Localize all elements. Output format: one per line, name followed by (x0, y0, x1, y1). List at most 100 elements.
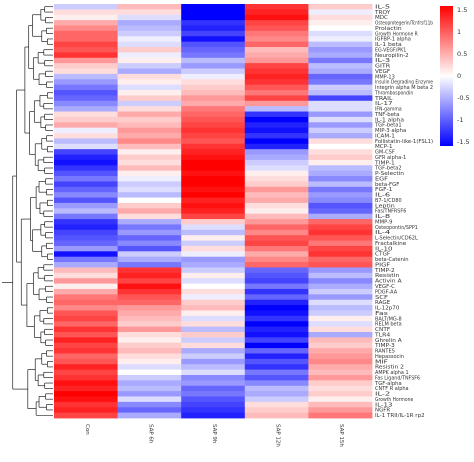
heatmap-cell (181, 36, 246, 43)
heatmap-cell (181, 90, 246, 96)
heatmap-cell (181, 337, 246, 344)
heatmap-cell (117, 138, 182, 145)
heatmap-cell (117, 202, 182, 209)
heatmap-cell (117, 213, 182, 220)
heatmap-cell (54, 106, 118, 112)
heatmap-cell (117, 100, 182, 107)
heatmap-cell (244, 348, 309, 354)
heatmap-cell (308, 30, 373, 37)
heatmap-cell (181, 283, 246, 290)
heatmap-cell (117, 36, 182, 43)
heatmap-cell (244, 202, 309, 209)
heatmap-cell (244, 353, 309, 360)
heatmap-cell (181, 407, 246, 414)
row-label: P-Selectin (375, 171, 404, 177)
heatmap-cell (117, 245, 182, 252)
heatmap-cell (181, 9, 246, 16)
heatmap-cell (181, 262, 246, 268)
heatmap-cell (308, 380, 373, 387)
heatmap-cell (117, 208, 182, 215)
heatmap-cell (308, 9, 373, 16)
row-label: TGF-beta2 (374, 166, 402, 172)
heatmap-cell (181, 412, 246, 419)
heatmap-cell (117, 149, 182, 155)
heatmap-cell (117, 170, 182, 177)
row-label: CNTF R alpha (375, 386, 409, 392)
heatmap-cell (54, 358, 118, 365)
row-labels: IL-5TROYMDCOsteoprotegerin/Tcnfrsf11bPro… (374, 4, 433, 419)
row-label: TLR4 (374, 332, 390, 338)
heatmap-cell (54, 342, 118, 349)
heatmap-cell (117, 90, 182, 96)
heatmap-cell (117, 229, 182, 236)
heatmap-cell (54, 122, 118, 129)
heatmap-cell (308, 143, 373, 150)
heatmap-cell (308, 192, 373, 198)
heatmap-cell (244, 294, 309, 301)
heatmap-cell (117, 154, 182, 161)
heatmap-cell (308, 245, 373, 252)
heatmap-cell (117, 197, 182, 204)
heatmap-cell (244, 224, 309, 231)
heatmap-cell (244, 186, 309, 193)
heatmap-cell (54, 79, 118, 86)
row-label: Thrombospondin (374, 90, 413, 96)
heatmap-cell (244, 288, 309, 295)
legend-tick-label: 1.5 (457, 6, 467, 14)
heatmap-cell (308, 240, 373, 247)
row-label: Hepassocin (375, 354, 404, 360)
heatmap-cell (54, 321, 118, 327)
heatmap-cell (244, 262, 309, 268)
heatmap-cell (308, 321, 373, 327)
heatmap-cell (181, 310, 246, 317)
heatmap-cell (308, 278, 373, 284)
heatmap-cell (244, 374, 309, 381)
row-label: MMP-13 (375, 74, 395, 80)
heatmap-cell (244, 283, 309, 290)
heatmap-cell (181, 224, 246, 231)
heatmap-cell (117, 288, 182, 295)
heatmap-cell (244, 229, 309, 236)
heatmap-cell (181, 159, 246, 166)
heatmap-cell (181, 288, 246, 295)
heatmap-cell (244, 305, 309, 311)
heatmap-cell (181, 133, 246, 139)
heatmap-cell (244, 219, 309, 225)
row-label: Insulin Degrading Enzyme (375, 80, 433, 86)
column-label: Con (84, 424, 90, 435)
heatmap-cell (244, 68, 309, 75)
heatmap-cell (244, 20, 309, 26)
heatmap-cell (54, 4, 118, 10)
heatmap-cell (181, 149, 246, 155)
heatmap-cell (117, 219, 182, 225)
heatmap-cell (54, 25, 118, 32)
heatmap-cell (181, 20, 246, 26)
heatmap-cell (181, 235, 246, 241)
heatmap-cell (117, 412, 182, 419)
heatmap-cell (181, 127, 246, 134)
heatmap-cell (181, 374, 246, 381)
row-label: IL-13 (375, 402, 393, 408)
heatmap-cell (244, 149, 309, 155)
heatmap-cell (244, 122, 309, 129)
heatmap-cell (244, 267, 309, 274)
heatmap-cell (54, 133, 118, 139)
row-label: Growth Hormone (375, 397, 413, 403)
heatmap-cell (54, 9, 118, 16)
heatmap-cell (54, 197, 118, 204)
row-label: Fas/TNFRSF6 (375, 209, 406, 215)
heatmap-cell (308, 315, 373, 322)
heatmap-cell (54, 374, 118, 381)
heatmap-cell (54, 229, 118, 236)
heatmap-cell (308, 374, 373, 381)
row-label: IL-12p70 (375, 306, 399, 312)
heatmap-cell (54, 256, 118, 263)
legend-tick-label: -1 (457, 116, 463, 124)
column-label: SAP 6h (147, 424, 153, 444)
row-label: IL-1 alpha (375, 117, 404, 123)
heatmap-cell (54, 52, 118, 59)
heatmap-cell (54, 348, 118, 354)
heatmap-cell (54, 57, 118, 64)
heatmap-cell (181, 348, 246, 354)
